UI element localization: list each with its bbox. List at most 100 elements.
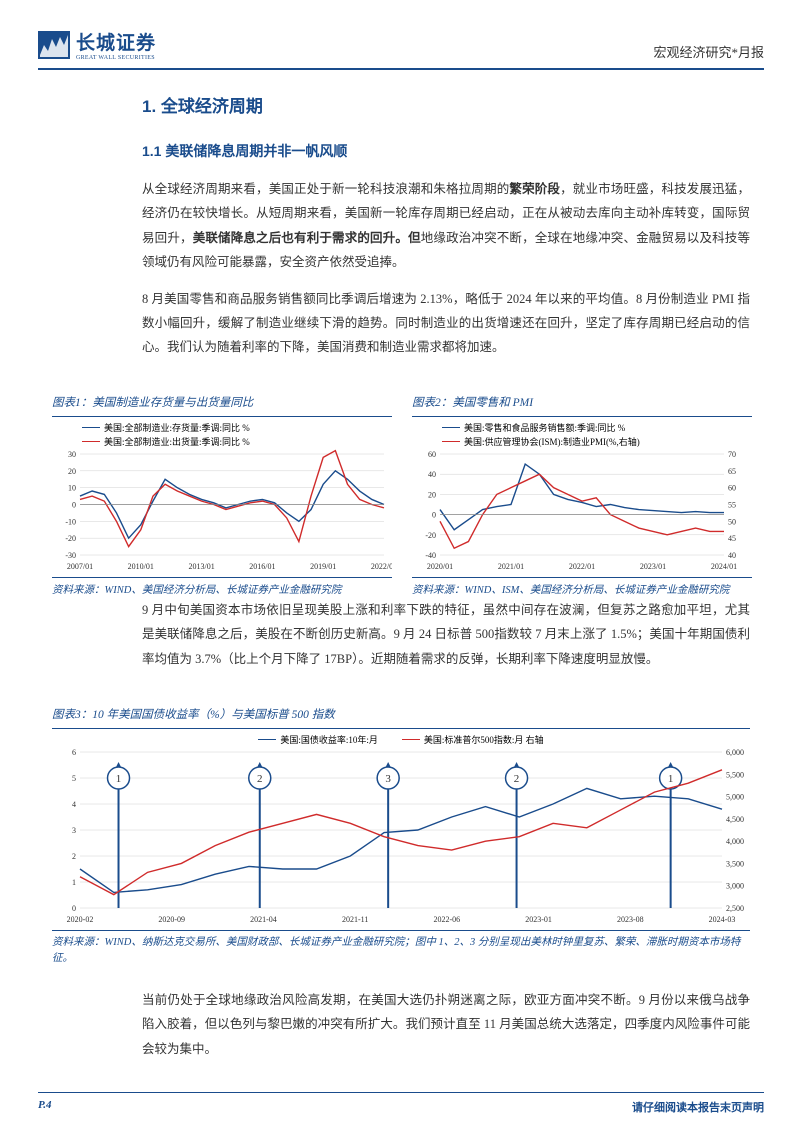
legend-swatch [258,739,276,741]
chart-3-box: 美国:国债收益率:10年:月 美国:标准普尔500指数:月 右轴 0 1 2 3 4 5 6… [52,728,750,931]
legend-item: 美国:供应管理协会(ISM):制造业PMI(%,右轴) [442,435,752,448]
legend-item: 美国:国债收益率:10年:月 [258,733,378,746]
svg-text:2013/01: 2013/01 [188,562,214,571]
logo: 长城证券 GREAT WALL SECURITIES [38,28,156,61]
main-content: 1. 全球经济周期 1.1 美联储降息周期并非一帆风顺 从全球经济周期来看，美国… [142,92,750,372]
svg-text:40: 40 [428,470,436,479]
page-header: 长城证券 GREAT WALL SECURITIES 宏观经济研究*月报 [38,28,764,61]
svg-text:1: 1 [116,773,122,785]
svg-text:2,500: 2,500 [726,904,744,913]
svg-text:4: 4 [72,800,76,809]
chart-row-1: 图表1：美国制造业存货量与出货量同比 美国:全部制造业:存货量:季调:同比 % … [52,394,750,597]
chart-3-legend: 美国:国债收益率:10年:月 美国:标准普尔500指数:月 右轴 [52,733,750,746]
svg-text:-10: -10 [65,517,76,526]
svg-text:0: 0 [72,904,76,913]
section-heading-1-1: 1.1 美联储降息周期并非一帆风顺 [142,141,750,161]
svg-text:2: 2 [514,773,520,785]
legend-label: 美国:全部制造业:存货量:季调:同比 % [104,421,250,434]
svg-text:3,000: 3,000 [726,882,744,891]
legend-label: 美国:全部制造业:出货量:季调:同比 % [104,435,250,448]
svg-text:0: 0 [72,501,76,510]
svg-text:2: 2 [257,773,263,785]
chart-2-source: 资料来源：WIND、ISM、美国经济分析局、长城证券产业金融研究院 [412,582,752,597]
svg-text:5,500: 5,500 [726,770,744,779]
chart-3-source: 资料来源：WIND、纳斯达克交易所、美国财政部、长城证券产业金融研究院；图中 1… [52,935,750,967]
para1-part-a: 从全球经济周期来看，美国正处于新一轮科技浪潮和朱格拉周期的 [142,182,509,196]
chart-1-title: 图表1：美国制造业存货量与出货量同比 [52,394,392,410]
svg-text:2023/01: 2023/01 [640,562,666,571]
logo-text-cn: 长城证券 [76,28,156,55]
svg-text:1: 1 [72,878,76,887]
svg-text:40: 40 [728,551,736,560]
svg-text:2021-04: 2021-04 [250,915,277,924]
top-rule [38,68,764,70]
svg-text:60: 60 [428,450,436,459]
svg-text:3,500: 3,500 [726,859,744,868]
legend-item: 美国:标准普尔500指数:月 右轴 [402,733,544,746]
disclaimer-notice: 请仔细阅读本报告末页声明 [632,1099,764,1115]
para1-bold-1: 繁荣阶段 [509,182,560,196]
chart-1-source: 资料来源：WIND、美国经济分析局、长城证券产业金融研究院 [52,582,392,597]
svg-text:20: 20 [68,467,76,476]
legend-item: 美国:全部制造业:存货量:季调:同比 % [82,421,392,434]
svg-text:0: 0 [432,511,436,520]
legend-swatch [442,441,460,443]
chart-3: 图表3：10 年美国国债收益率（%）与美国标普 500 指数 美国:国债收益率:… [52,706,750,967]
legend-label: 美国:标准普尔500指数:月 右轴 [424,733,544,746]
legend-item: 美国:全部制造业:出货量:季调:同比 % [82,435,392,448]
svg-text:2023-08: 2023-08 [617,915,644,924]
svg-text:10: 10 [68,484,76,493]
paragraph-2: 8 月美国零售和商品服务销售额同比季调后增速为 2.13%，略低于 2024 年… [142,287,750,360]
chart-2: 图表2：美国零售和 PMI 美国:零售和食品服务销售额:季调:同比 % 美国:供… [412,394,752,597]
svg-text:3: 3 [72,826,76,835]
legend-label: 美国:零售和食品服务销售额:季调:同比 % [464,421,625,434]
svg-text:2020-09: 2020-09 [158,915,185,924]
para4-container: 当前仍处于全球地缘政治风险高发期，在美国大选仍扑朔迷离之际，欧亚方面冲突不断。9… [142,988,750,1073]
chart-2-title: 图表2：美国零售和 PMI [412,394,752,410]
svg-text:50: 50 [728,517,736,526]
svg-text:2021-11: 2021-11 [342,915,368,924]
svg-text:4,000: 4,000 [726,837,744,846]
svg-text:-40: -40 [425,551,436,560]
svg-text:65: 65 [728,467,736,476]
svg-text:5,000: 5,000 [726,793,744,802]
svg-text:2020/01: 2020/01 [427,562,453,571]
logo-text-en: GREAT WALL SECURITIES [76,55,156,61]
paragraph-3: 9 月中旬美国资本市场依旧呈现美股上涨和利率下跌的特征，虽然中间存在波澜，但复苏… [142,598,750,671]
svg-text:2016/01: 2016/01 [249,562,275,571]
para3-container: 9 月中旬美国资本市场依旧呈现美股上涨和利率下跌的特征，虽然中间存在波澜，但复苏… [142,598,750,683]
paragraph-4: 当前仍处于全球地缘政治风险高发期，在美国大选仍扑朔迷离之际，欧亚方面冲突不断。9… [142,988,750,1061]
chart-3-svg: 0 1 2 3 4 5 6 2,500 3,000 3,500 4,000 4,500 5,000 5,5… [52,746,750,926]
svg-text:6,000: 6,000 [726,748,744,757]
svg-text:-20: -20 [425,531,436,540]
para1-bold-2: 美联储降息之后也有利于需求的回升。但 [193,231,421,245]
svg-text:5: 5 [72,774,76,783]
chart-1: 图表1：美国制造业存货量与出货量同比 美国:全部制造业:存货量:季调:同比 % … [52,394,392,597]
logo-mark-icon [38,31,70,59]
legend-label: 美国:供应管理协会(ISM):制造业PMI(%,右轴) [464,435,640,448]
bottom-rule [38,1092,764,1094]
svg-text:2024/01: 2024/01 [711,562,737,571]
svg-text:70: 70 [728,450,736,459]
paragraph-1: 从全球经济周期来看，美国正处于新一轮科技浪潮和朱格拉周期的繁荣阶段，就业市场旺盛… [142,177,750,275]
chart-1-box: 美国:全部制造业:存货量:季调:同比 % 美国:全部制造业:出货量:季调:同比 … [52,416,392,578]
svg-text:6: 6 [72,748,76,757]
svg-text:2022/01: 2022/01 [371,562,392,571]
legend-swatch [82,427,100,429]
svg-text:2023-01: 2023-01 [525,915,552,924]
page-number: P.4 [38,1099,52,1115]
svg-text:-30: -30 [65,551,76,560]
chart-1-svg: -30-20-1001020302007/012010/012013/01201… [52,448,392,573]
chart-2-box: 美国:零售和食品服务销售额:季调:同比 % 美国:供应管理协会(ISM):制造业… [412,416,752,578]
header-category: 宏观经济研究*月报 [653,42,764,61]
svg-text:2007/01: 2007/01 [67,562,93,571]
legend-swatch [82,441,100,443]
chart-2-legend: 美国:零售和食品服务销售额:季调:同比 % 美国:供应管理协会(ISM):制造业… [412,421,752,448]
svg-text:45: 45 [728,534,736,543]
svg-text:2022/01: 2022/01 [569,562,595,571]
svg-text:4,500: 4,500 [726,815,744,824]
chart-1-legend: 美国:全部制造业:存货量:季调:同比 % 美国:全部制造业:出货量:季调:同比 … [52,421,392,448]
svg-text:2019/01: 2019/01 [310,562,336,571]
svg-text:55: 55 [728,501,736,510]
svg-text:30: 30 [68,450,76,459]
